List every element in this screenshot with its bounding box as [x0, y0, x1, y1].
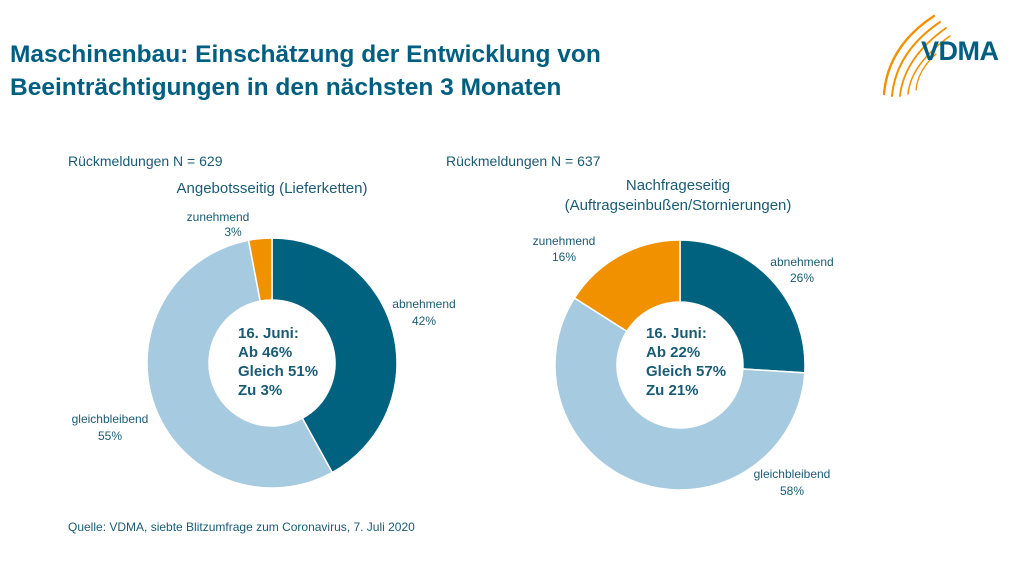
- right-center-line-3: Gleich 57%: [646, 363, 726, 380]
- right-value-abnehmend: 26%: [790, 271, 814, 285]
- left-donut: [146, 237, 398, 489]
- right-chart-title-line-1: Nachfrageseitig: [626, 177, 730, 194]
- left-label-zunehmend: zunehmend: [187, 210, 250, 224]
- left-chart-title: Angebotsseitig (Lieferketten): [177, 180, 368, 197]
- right-center-line-4: Zu 21%: [646, 382, 699, 399]
- logo-text: VDMA: [921, 36, 999, 66]
- right-chart-title-line-2: (Auftragseinbußen/Stornierungen): [565, 197, 792, 214]
- slice-zunehmend: [573, 239, 681, 333]
- right-center-line-2: Ab 22%: [646, 344, 700, 361]
- title-line-2: Beeinträchtigungen in den nächsten 3 Mon…: [10, 74, 562, 101]
- vdma-logo-arcs-icon: [882, 14, 951, 97]
- right-responses: Rückmeldungen N = 637: [446, 153, 601, 169]
- left-center-line-3: Gleich 51%: [238, 363, 318, 380]
- slice-gleichbleibend: [146, 239, 334, 489]
- right-value-zunehmend: 16%: [552, 250, 576, 264]
- left-center-line-1: 16. Juni:: [238, 325, 299, 342]
- chart-right: Rückmeldungen N = 637 Nachfrageseitig (A…: [446, 153, 834, 498]
- left-label-gleichbleibend: gleichbleibend: [72, 412, 149, 426]
- right-label-zunehmend: zunehmend: [533, 234, 596, 248]
- left-value-gleichbleibend: 55%: [98, 429, 122, 443]
- slice-abnehmend: [679, 239, 806, 374]
- vdma-logo: VDMA: [876, 6, 1016, 102]
- right-center-label: 16. Juni: Ab 22% Gleich 57% Zu 21%: [646, 325, 726, 399]
- page-title: Maschinenbau: Einschätzung der Entwicklu…: [10, 38, 830, 104]
- right-label-gleichbleibend: gleichbleibend: [754, 467, 831, 481]
- chart-left: Rückmeldungen N = 629 Angebotsseitig (Li…: [68, 153, 456, 489]
- right-label-abnehmend: abnehmend: [770, 255, 833, 269]
- slice-gleichbleibend: [554, 296, 806, 491]
- right-center-line-1: 16. Juni:: [646, 325, 707, 342]
- source-note: Quelle: VDMA, siebte Blitzumfrage zum Co…: [68, 520, 415, 534]
- left-value-abnehmend: 42%: [412, 314, 436, 328]
- slice-abnehmend: [271, 237, 398, 474]
- right-value-gleichbleibend: 58%: [780, 484, 804, 498]
- title-line-1: Maschinenbau: Einschätzung der Entwicklu…: [10, 41, 601, 68]
- slice-zunehmend: [247, 237, 273, 302]
- left-label-abnehmend: abnehmend: [392, 297, 455, 311]
- left-center-line-4: Zu 3%: [238, 382, 282, 399]
- right-donut: [554, 239, 806, 491]
- left-responses: Rückmeldungen N = 629: [68, 153, 223, 169]
- left-center-label: 16. Juni: Ab 46% Gleich 51% Zu 3%: [238, 325, 318, 399]
- left-value-zunehmend: 3%: [224, 225, 242, 239]
- left-center-line-2: Ab 46%: [238, 344, 292, 361]
